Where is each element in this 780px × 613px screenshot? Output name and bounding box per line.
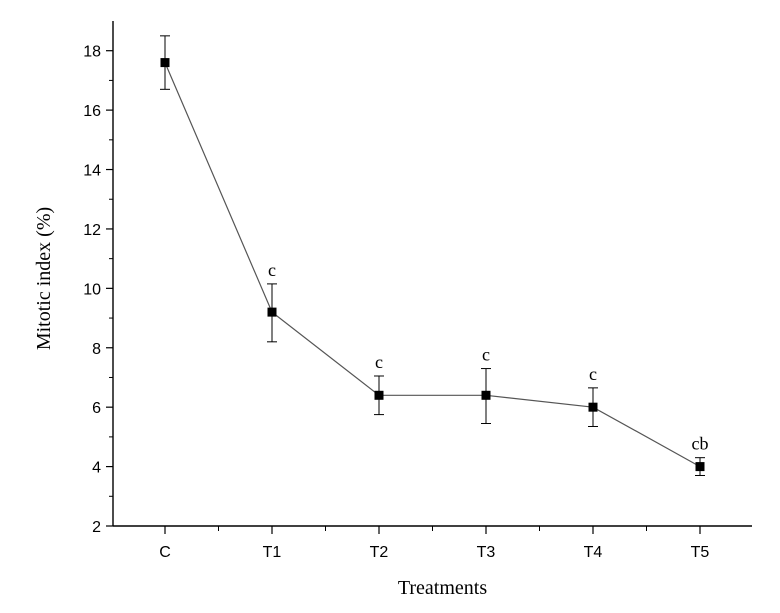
y-tick-label: 14 [83,163,101,180]
y-tick-label: 12 [83,222,101,239]
x-tick-label: T2 [370,544,389,561]
x-axis: C T1 T2 T3 T4 T5 [113,525,752,561]
x-tick-label: T5 [691,544,710,561]
data-point [374,390,384,400]
y-tick-label: 10 [83,281,101,298]
x-tick-label: T4 [584,544,603,561]
data-point [481,390,491,400]
data-point [588,402,598,412]
significance-label: c [268,260,276,280]
significance-label: c [589,364,597,384]
y-tick-label: 18 [83,44,101,61]
y-tick-label: 16 [83,103,101,120]
y-axis-title: Mitotic index (%) [33,207,55,350]
significance-label: c [375,352,383,372]
y-axis: 2 4 6 8 10 12 14 16 18 [83,21,114,536]
y-tick-label: 2 [92,519,101,536]
data-point [160,58,170,68]
series-line [164,62,701,468]
significance-label: cb [692,434,709,454]
y-tick-label: 6 [92,400,101,417]
x-axis-title: Treatments [398,577,487,599]
x-tick-label: C [159,544,171,561]
significance-label: c [482,345,490,365]
x-tick-label: T3 [477,544,496,561]
series-mitotic-index: c c c c cb [160,35,709,476]
data-point [267,307,277,317]
y-tick-label: 4 [92,460,101,477]
x-tick-label: T1 [263,544,282,561]
data-point [695,462,705,472]
y-tick-label: 8 [92,341,101,358]
